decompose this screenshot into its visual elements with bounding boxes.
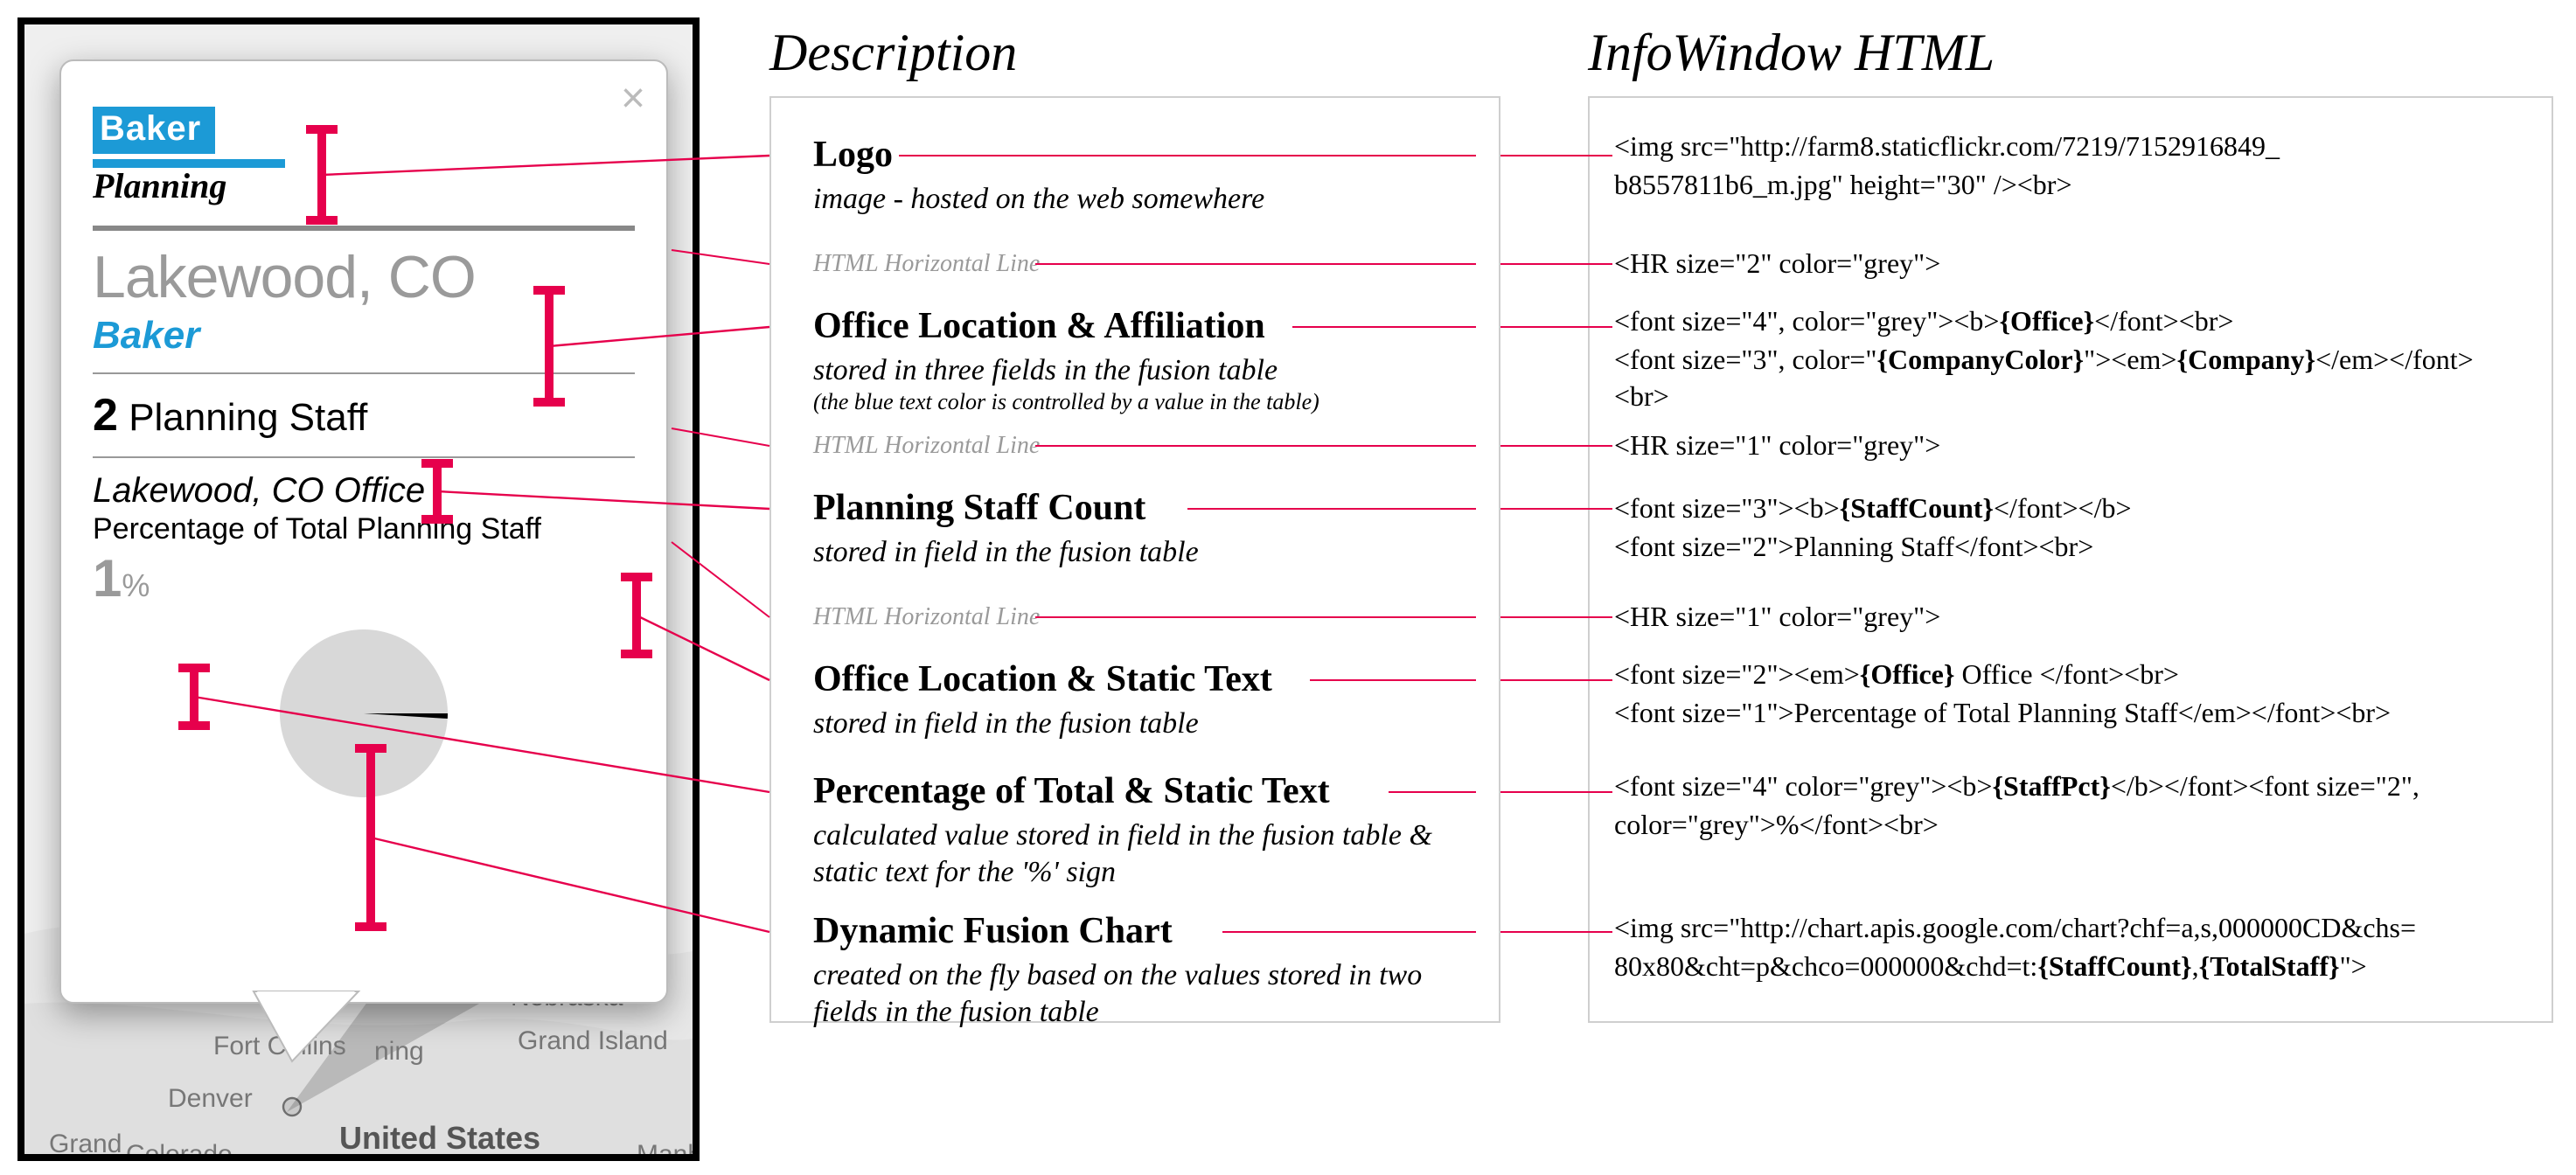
code-block: <HR size="1" color="grey"> <box>1614 600 2527 637</box>
iw-hr-2 <box>93 372 635 374</box>
code-block: <HR size="1" color="grey"> <box>1614 428 2527 466</box>
desc-minor: HTML Horizontal Line <box>813 434 1040 462</box>
desc-item-title: Dynamic Fusion Chart <box>813 909 1474 953</box>
desc-item-sub: calculated value stored in field in the … <box>813 817 1474 891</box>
map-label: Grand <box>49 1130 122 1159</box>
desc-title: Description <box>769 24 1017 84</box>
code-block: <HR size="2" color="grey"> <box>1614 247 2527 284</box>
map-label: United States <box>339 1121 540 1158</box>
desc-item-title: Logo <box>813 133 1474 177</box>
desc-item-sub: stored in three fields in the fusion tab… <box>813 351 1474 417</box>
map-label: Denver <box>168 1084 253 1114</box>
map-panel: LaramieNebraskaFort CollinsGrand IslandD… <box>17 17 700 1161</box>
desc-item: Office Location & Affiliationstored in t… <box>813 304 1474 417</box>
description-column: Logoimage - hosted on the web somewhere H… <box>769 96 1500 1023</box>
desc-item-title: Percentage of Total & Static Text <box>813 769 1474 813</box>
desc-item: Dynamic Fusion Chartcreated on the fly b… <box>813 909 1474 1031</box>
infowindow: × Baker Planning Lakewood, CO Baker 2 Pl… <box>59 59 668 1004</box>
desc-item-sub: created on the fly based on the values s… <box>813 956 1474 1031</box>
code-block: <font size="3"><b>{StaffCount}</font></b… <box>1614 491 2527 567</box>
desc-minor: HTML Horizontal Line <box>813 605 1040 633</box>
map-label: Grand Island <box>518 1026 668 1056</box>
html-title: InfoWindow HTML <box>1588 24 1995 84</box>
logo-subbrand: Planning <box>93 168 285 208</box>
iw-hr-1 <box>93 226 635 231</box>
callout-tail <box>254 991 376 1061</box>
code-block: <img src="http://chart.apis.google.com/c… <box>1614 911 2527 986</box>
close-icon[interactable]: × <box>621 79 645 121</box>
map-label: Colorado <box>126 1140 233 1161</box>
desc-item-title: Office Location & Static Text <box>813 657 1474 701</box>
code-block: <font size="4" color="grey"><b>{StaffPct… <box>1614 769 2527 845</box>
iw-hr-3 <box>93 456 635 458</box>
iw-staff: 2 Planning Staff <box>93 388 635 442</box>
desc-item: Percentage of Total & Static Textcalcula… <box>813 769 1474 891</box>
iw-staff-count: 2 <box>93 388 118 441</box>
desc-item-sub: stored in field in the fusion table <box>813 705 1474 742</box>
iw-office: Lakewood, CO <box>93 245 635 313</box>
desc-item-sub: image - hosted on the web somewhere <box>813 180 1474 218</box>
desc-item: Planning Staff Countstored in field in t… <box>813 486 1474 571</box>
iw-pct: 1% <box>93 551 635 610</box>
iw-office-line: Lakewood, CO Office <box>93 472 635 512</box>
map-label: ning <box>374 1037 424 1067</box>
desc-item: Office Location & Static Text stored in f… <box>813 657 1474 742</box>
code-block: <font size="2"><em>{Office} Office </fon… <box>1614 657 2527 733</box>
code-column: <img src="http://farm8.staticflickr.com/… <box>1588 96 2553 1023</box>
logo-brand: Baker <box>93 107 215 154</box>
desc-item: Logoimage - hosted on the web somewhere <box>813 133 1474 218</box>
map-label: Manha <box>637 1140 700 1161</box>
desc-item-sub: stored in field in the fusion table <box>813 533 1474 571</box>
code-block: <font size="4", color="grey"><b>{Office}… <box>1614 304 2527 418</box>
desc-item-title: Office Location & Affiliation <box>813 304 1474 348</box>
desc-minor: HTML Horizontal Line <box>813 252 1040 280</box>
desc-item-title: Planning Staff Count <box>813 486 1474 530</box>
iw-staff-label: Planning Staff <box>129 395 367 439</box>
iw-company: Baker <box>93 313 635 358</box>
pie-chart <box>93 617 635 818</box>
iw-pct-label: Percentage of Total Planning Staff <box>93 512 635 547</box>
code-block: <img src="http://farm8.staticflickr.com/… <box>1614 129 2527 205</box>
logo: Baker Planning <box>93 107 285 208</box>
